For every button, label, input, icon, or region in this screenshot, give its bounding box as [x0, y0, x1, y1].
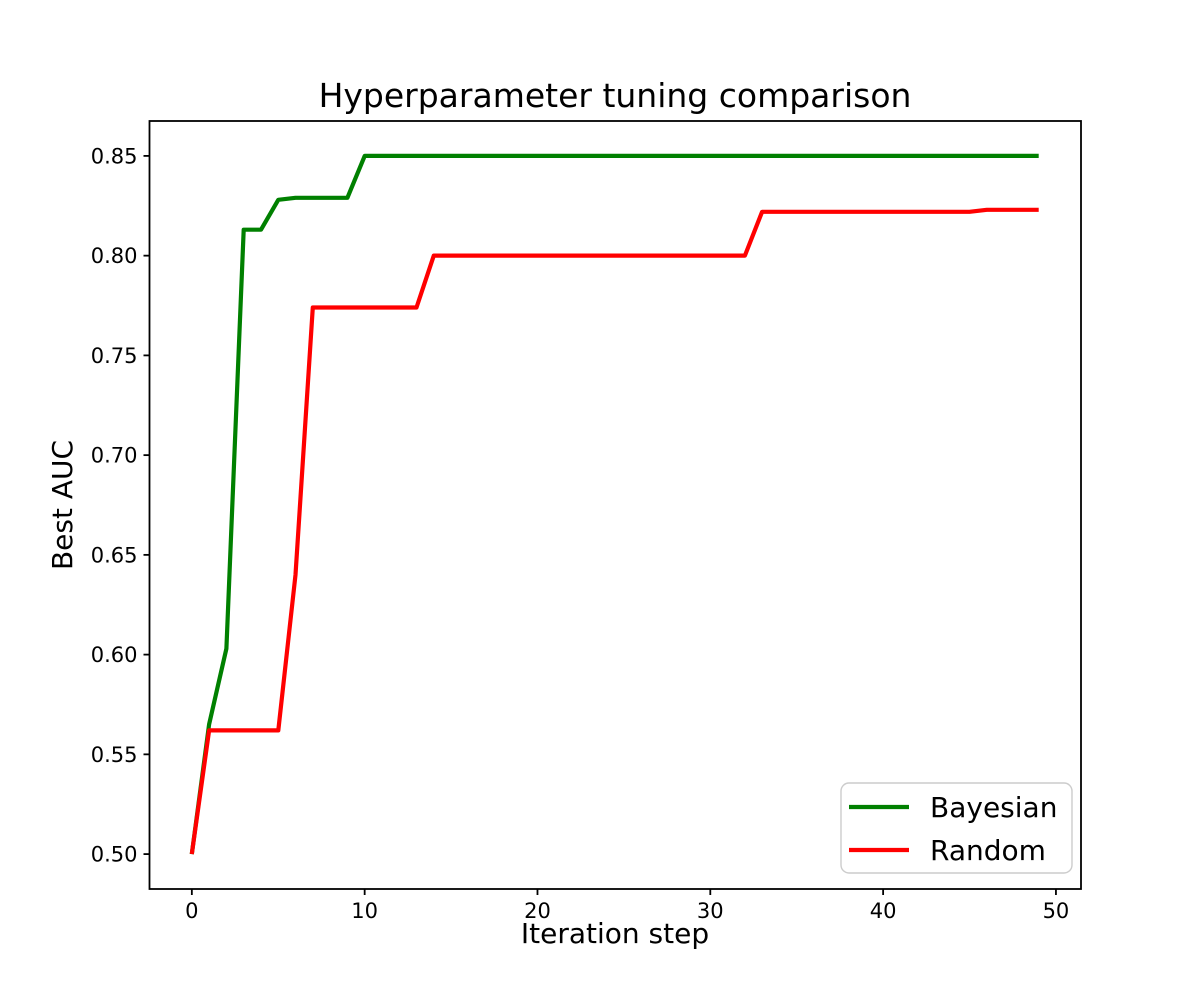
x-axis-label: Iteration step	[521, 917, 709, 950]
chart-title: Hyperparameter tuning comparison	[319, 76, 912, 115]
legend-label-bayesian: Bayesian	[930, 791, 1057, 824]
y-axis-label: Best AUC	[46, 440, 79, 570]
x-tick-label: 20	[524, 899, 551, 923]
legend: Bayesian Random	[840, 782, 1073, 874]
x-tick-label: 30	[697, 899, 724, 923]
x-tick-label: 40	[870, 899, 897, 923]
y-tick-label: 0.80	[91, 244, 138, 268]
y-tick-label: 0.60	[91, 643, 138, 667]
y-axis-ticks: 0.50 0.55 0.60 0.65 0.70 0.75 0.80 0.85	[91, 144, 150, 867]
x-axis-ticks: 0 10 20 30 40 50	[185, 889, 1069, 923]
x-tick-label: 50	[1043, 899, 1070, 923]
y-tick-label: 0.65	[91, 543, 138, 567]
y-tick-label: 0.70	[91, 444, 138, 468]
x-tick-label: 10	[351, 899, 378, 923]
series-line-random	[189, 207, 1039, 855]
y-tick-label: 0.55	[91, 743, 138, 767]
y-tick-label: 0.50	[91, 843, 138, 867]
y-tick-label: 0.85	[91, 144, 138, 168]
y-tick-label: 0.75	[91, 344, 138, 368]
series-lines	[189, 153, 1039, 855]
legend-label-random: Random	[930, 834, 1046, 867]
series-line-bayesian	[189, 153, 1039, 855]
x-tick-label: 0	[185, 899, 198, 923]
plot-frame	[148, 120, 1082, 890]
